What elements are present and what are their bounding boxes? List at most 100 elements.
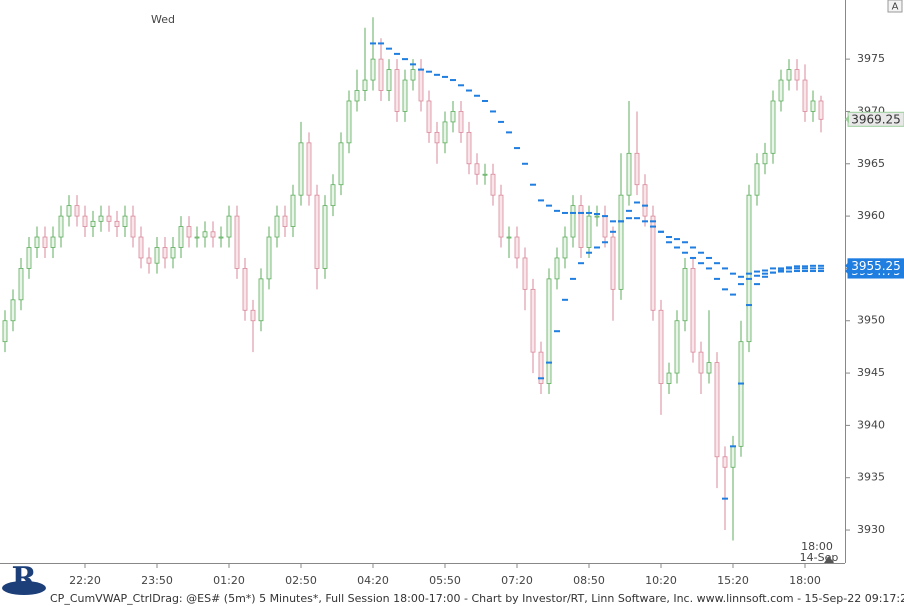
- vwap-point: [802, 270, 808, 273]
- auto-button-label[interactable]: A: [892, 2, 899, 13]
- x-tick-label: 15:20: [717, 574, 749, 587]
- vwap-line: [722, 267, 824, 500]
- vwap-point: [466, 89, 472, 92]
- y-tick-label: 3930: [857, 523, 885, 536]
- vwap-point: [498, 120, 504, 123]
- price-label-pointer: [845, 115, 849, 124]
- vwap-point: [650, 220, 656, 223]
- candle-body: [34, 236, 40, 248]
- candle-body: [474, 163, 480, 175]
- candle-body: [434, 131, 440, 144]
- candle-body: [330, 184, 336, 207]
- y-tick-label: 3960: [857, 209, 885, 222]
- candle-body: [354, 90, 360, 102]
- vwap-point: [714, 277, 720, 280]
- vwap-point: [778, 267, 784, 270]
- vwap-point: [706, 267, 712, 270]
- y-tick-label: 3940: [857, 418, 885, 431]
- candle-body: [482, 173, 488, 176]
- x-tick-label: 22:20: [69, 574, 101, 587]
- candle-body: [690, 268, 696, 353]
- candle-body: [642, 184, 648, 217]
- vwap-point: [602, 215, 608, 218]
- candle-body: [794, 69, 800, 81]
- x-tick-label: 01:20: [213, 574, 245, 587]
- vwap-point: [698, 262, 704, 265]
- candle-body: [378, 58, 384, 91]
- vwap-point: [386, 47, 392, 50]
- candle-body: [450, 111, 456, 123]
- vwap-point: [674, 246, 680, 249]
- candle-body: [146, 257, 152, 264]
- vwap-point: [634, 201, 640, 204]
- vwap-point: [578, 211, 584, 214]
- x-tick-label: 02:50: [285, 574, 317, 587]
- candle-body: [738, 341, 744, 447]
- vwap-point: [594, 213, 600, 216]
- candle-body: [266, 236, 272, 280]
- vwap-point: [594, 246, 600, 249]
- price-label: 3955.25: [851, 259, 901, 273]
- candle-body: [674, 320, 680, 374]
- candle-body: [538, 351, 544, 384]
- vwap-point: [634, 217, 640, 220]
- candle-body: [666, 372, 672, 384]
- x-tick-label: 18:00: [789, 574, 821, 587]
- vwap-point: [482, 99, 488, 102]
- candle-body: [730, 445, 736, 468]
- candle-body: [442, 121, 448, 144]
- candle-body: [130, 215, 136, 238]
- candle-body: [162, 247, 168, 259]
- vwap-point: [706, 256, 712, 259]
- vwap-point: [538, 199, 544, 202]
- vwap-point: [610, 230, 616, 233]
- vwap-point: [746, 277, 752, 280]
- logo-swoosh: [2, 581, 46, 595]
- candle-body: [362, 79, 368, 91]
- candle-body: [562, 236, 568, 259]
- vwap-point: [690, 256, 696, 259]
- candle-body: [570, 205, 576, 238]
- vwap-point: [450, 79, 456, 82]
- candle-body: [578, 205, 584, 248]
- vwap-point: [506, 131, 512, 134]
- candle-body: [762, 152, 768, 165]
- candle-body: [610, 236, 616, 290]
- candle-body: [466, 131, 472, 165]
- vwap-point: [714, 262, 720, 265]
- candle-body: [634, 152, 640, 186]
- candle-body: [714, 362, 720, 458]
- candle-body: [418, 69, 424, 102]
- vwap-point: [738, 275, 744, 278]
- vwap-point: [626, 217, 632, 220]
- x-tick-label: 10:20: [645, 574, 677, 587]
- candle-body: [2, 320, 8, 343]
- candle-body: [522, 257, 528, 290]
- vwap-point: [562, 298, 568, 301]
- candle-body: [282, 215, 288, 227]
- vwap-point: [490, 110, 496, 113]
- candles: [2, 17, 824, 541]
- vwap-point: [658, 230, 664, 233]
- vwap-line: [538, 201, 824, 380]
- y-tick-label: 3950: [857, 314, 885, 327]
- vwap-point: [538, 377, 544, 380]
- auto-button[interactable]: [887, 0, 903, 13]
- logo: R: [2, 561, 46, 596]
- candle-body: [210, 231, 216, 238]
- vwap-point: [786, 266, 792, 269]
- vwap-point: [474, 94, 480, 97]
- candle-body: [786, 69, 792, 81]
- candle-body: [74, 205, 80, 217]
- vwap-point: [610, 220, 616, 223]
- candle-body: [554, 257, 560, 280]
- candle-body: [530, 288, 536, 353]
- candle-body: [50, 236, 56, 248]
- candle-body: [370, 58, 376, 81]
- vwap-point: [810, 270, 816, 273]
- y-tick-label: 3975: [857, 52, 885, 65]
- vwap-point: [786, 270, 792, 273]
- candle-body: [778, 79, 784, 102]
- vwap-point: [442, 75, 448, 78]
